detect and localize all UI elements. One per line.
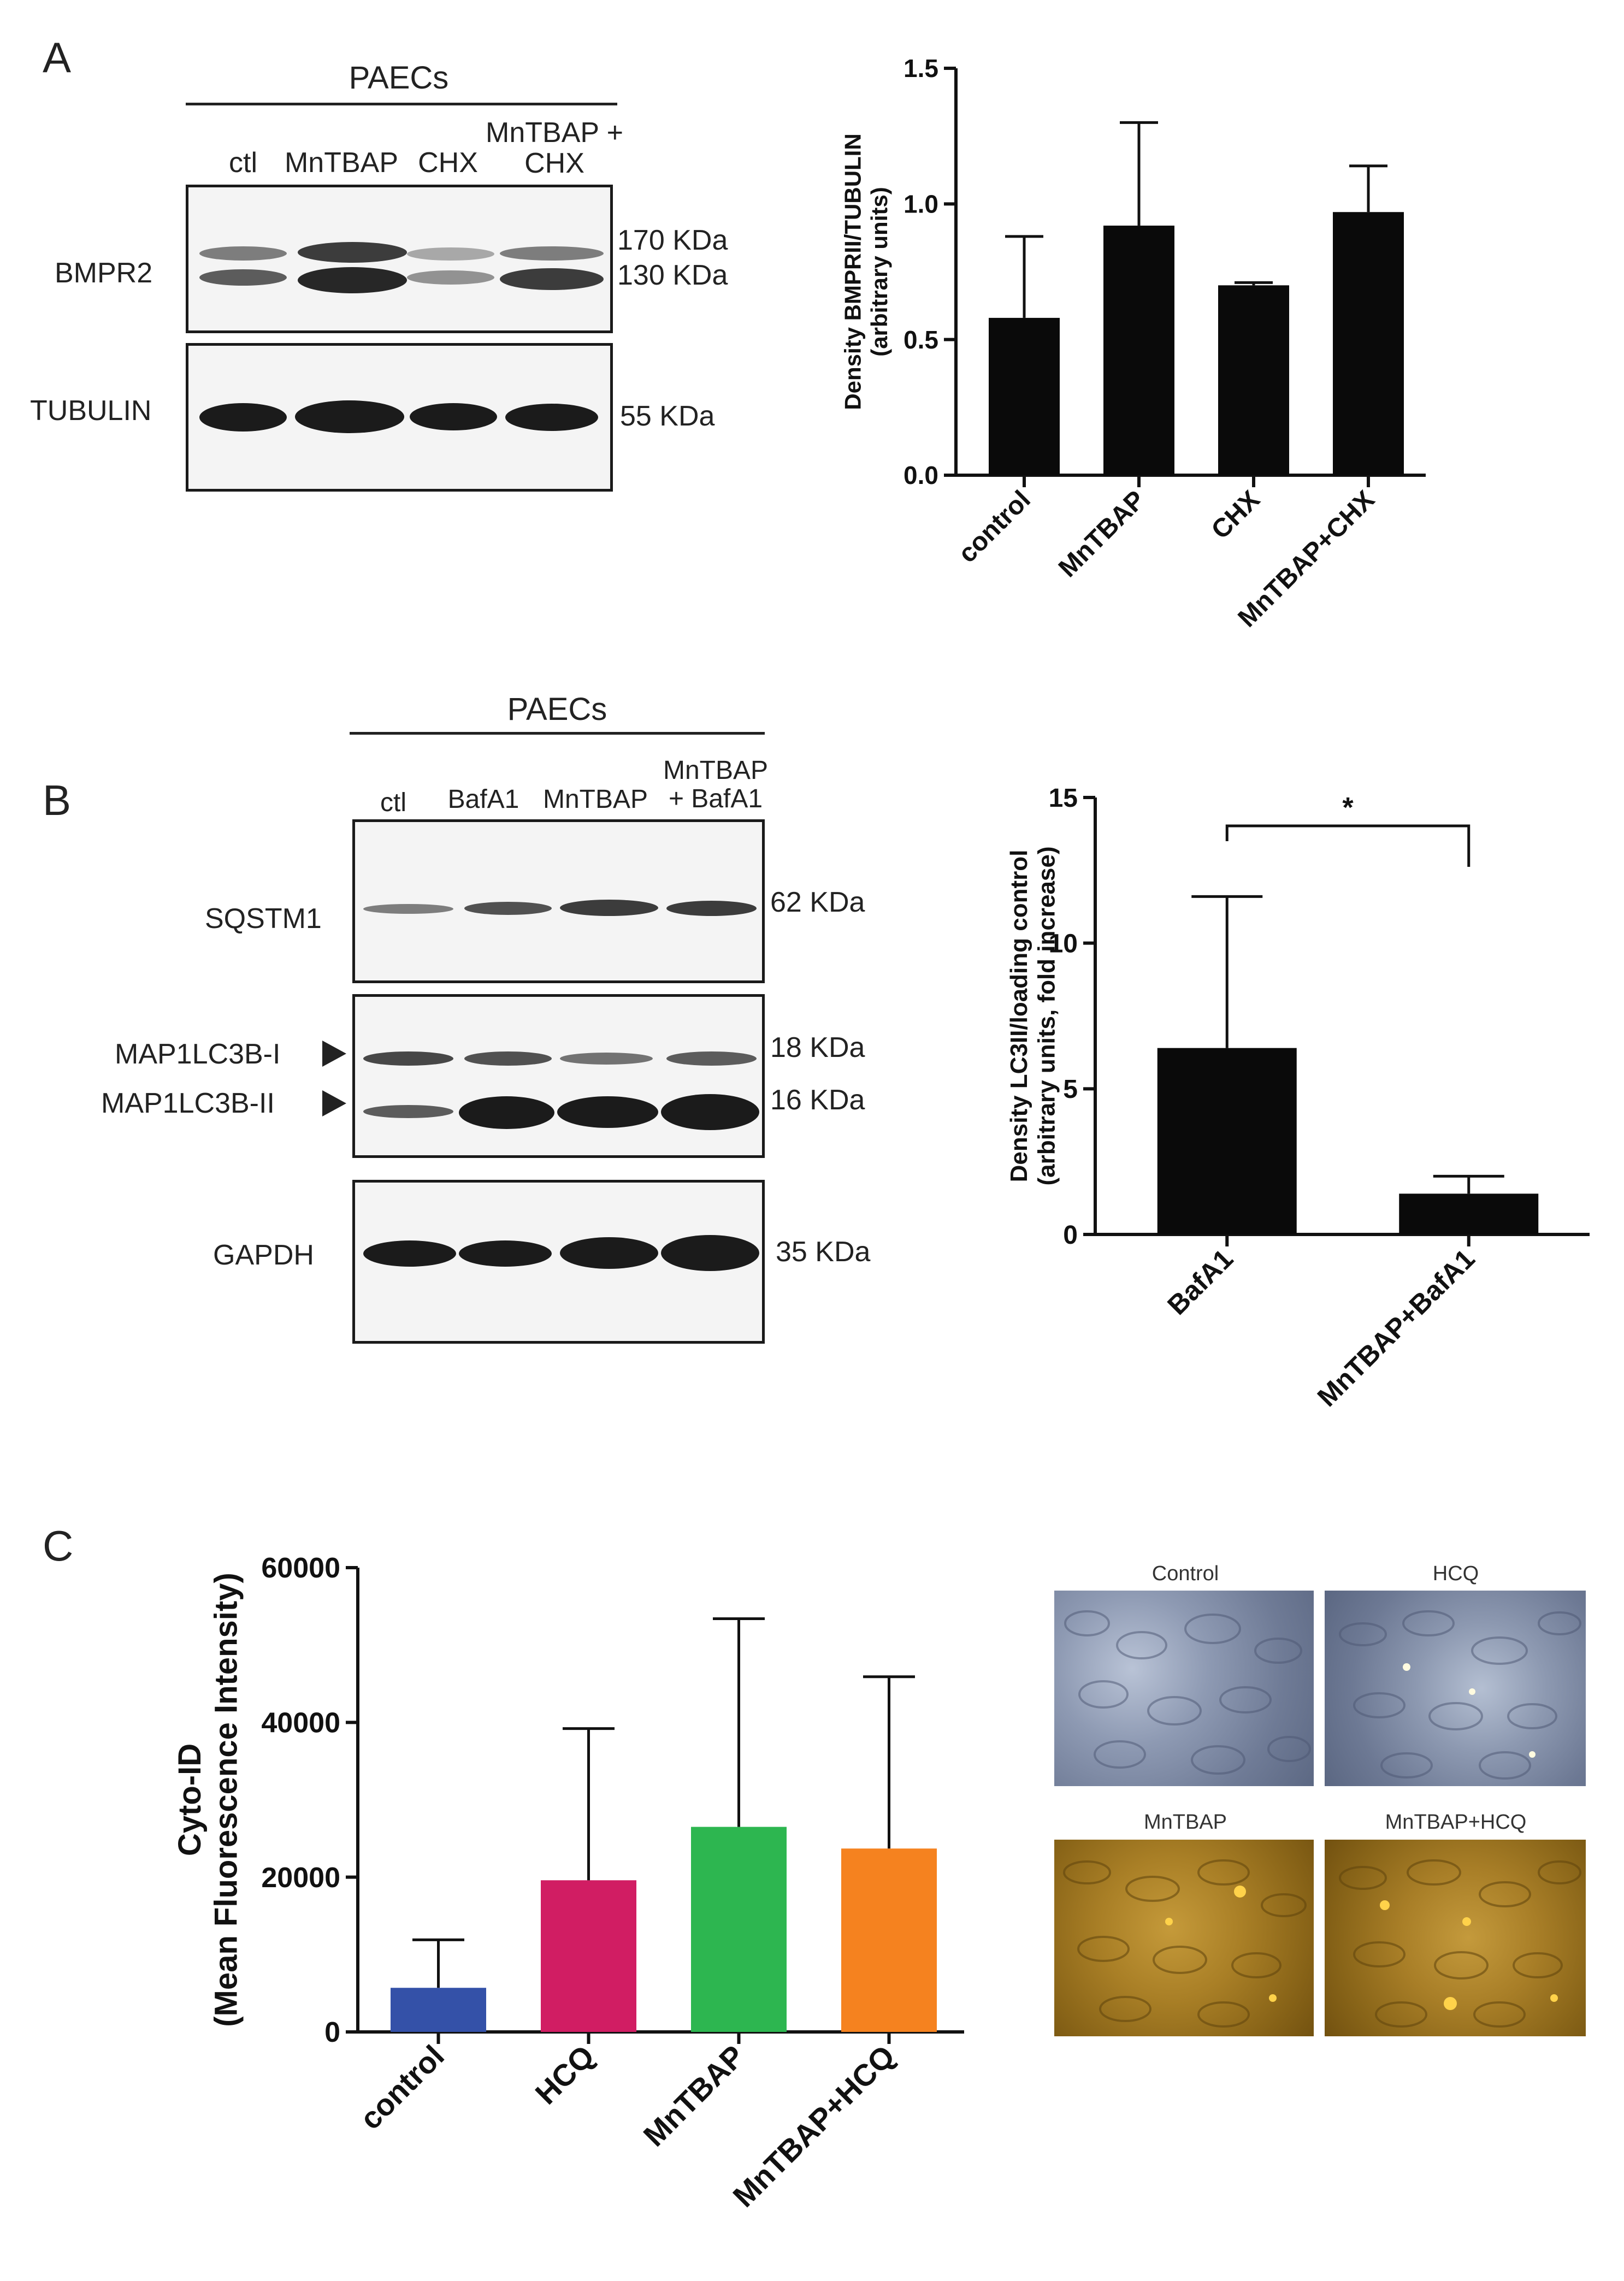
sqstm1-size: 62 KDa [770, 887, 865, 918]
bmpr2-label: BMPR2 [55, 257, 153, 289]
panel-a-lane-1: ctl [229, 147, 257, 179]
bar-control [989, 317, 1060, 475]
x-tick-label: HCQ [528, 2038, 601, 2111]
tubulin-blot [186, 343, 613, 492]
bar-mntbap [1103, 226, 1174, 475]
x-tick-label: MnTBAP [636, 2038, 751, 2153]
x-tick-label: MnTBAP+BafA1 [1312, 1243, 1481, 1413]
lc3b-ii-size: 16 KDa [770, 1084, 865, 1116]
y-tick-label: 5 [1063, 1075, 1078, 1104]
bar-mntbap [691, 1827, 787, 2032]
lc3b-i-arrow-icon [322, 1041, 346, 1067]
y-tick-label: 1.0 [903, 190, 938, 218]
bar-control [391, 1988, 486, 2032]
bar-bafa1 [1157, 1048, 1297, 1234]
panel-a-letter: A [43, 33, 72, 81]
y-axis-label-line: Cyto-ID [172, 1744, 208, 1856]
significance-star: * [1342, 792, 1354, 824]
gapdh-blot [352, 1180, 765, 1344]
micro-title-control: Control [1151, 1562, 1219, 1585]
micrograph-control [1054, 1591, 1314, 1786]
y-tick-label: 1.5 [903, 54, 938, 82]
lc3b-i-size: 18 KDa [770, 1032, 865, 1063]
y-axis-label-line: Density BMPRII/TUBULIN [840, 133, 866, 410]
chart-c: 0 20000 40000 60000 Cyto-ID (Mean Fluorescenc… [172, 1552, 964, 2214]
lc3b-i-label: MAP1LC3B-I [115, 1038, 281, 1070]
x-tick-label: BafA1 [1161, 1243, 1239, 1321]
x-tick-label: control [953, 485, 1036, 568]
panel-a-lane-2: MnTBAP [284, 147, 399, 179]
tubulin-size: 55 KDa [620, 400, 715, 432]
panel-a-group-rule [186, 103, 617, 105]
y-axis-label-line: (arbitrary units, fold increase) [1034, 846, 1060, 1185]
panel-a-lane-4: MnTBAP + CHX [486, 117, 623, 180]
panel-b-lane-3: MnTBAP [542, 785, 648, 814]
panel-a-lane-3: CHX [418, 147, 478, 179]
gapdh-size: 35 KDa [776, 1236, 871, 1268]
y-axis-label-line: (arbitrary units) [866, 187, 892, 356]
y-tick-label: 0 [1063, 1221, 1078, 1250]
y-tick-label: 0.5 [903, 326, 938, 354]
bmpr2-size-130: 130 KDa [617, 259, 728, 291]
y-tick-label: 60000 [261, 1552, 340, 1584]
micro-title-hcq: HCQ [1432, 1562, 1479, 1585]
bmpr2-blot [186, 185, 613, 333]
tubulin-label: TUBULIN [30, 395, 152, 427]
y-axis-label-line: (Mean Fluorescence Intensity) [209, 1573, 244, 2027]
bar-mntbap-bafa1 [1399, 1193, 1539, 1234]
bar-chx [1218, 285, 1289, 475]
micrograph-mntbap-hcq [1325, 1840, 1586, 2036]
micro-title-mntbap: MnTBAP [1143, 1811, 1227, 1834]
lc3b-ii-arrow-icon [322, 1090, 346, 1116]
y-axis-label-line: Density LC3II/loading control [1006, 850, 1032, 1183]
gapdh-label: GAPDH [213, 1239, 314, 1271]
x-tick-label: MnTBAP+HCQ [726, 2038, 901, 2214]
sqstm1-blot [352, 819, 765, 983]
significance-bracket [1225, 824, 1471, 867]
y-axis-label: Density BMPRII/TUBULIN (arbitrary units) [840, 133, 892, 410]
panel-b-lane-2: BafA1 [447, 785, 519, 814]
lc3b-blot [352, 994, 765, 1158]
panel-a-group-label: PAECs [349, 60, 449, 96]
y-tick-label: 20000 [261, 1862, 340, 1894]
panel-c-letter: C [43, 1522, 74, 1570]
panel-b-lane-1: ctl [380, 788, 406, 817]
micrograph-hcq [1325, 1591, 1586, 1786]
y-tick-label: 15 [1049, 784, 1078, 813]
bar-hcq [541, 1880, 636, 2032]
bar-mntbap-chx [1333, 212, 1404, 475]
y-axis-label: Density LC3II/loading control (arbitrary … [1006, 846, 1060, 1185]
panel-b-group-rule [350, 732, 765, 735]
x-tick-label: control [353, 2038, 451, 2136]
panel-b-lane-4: MnTBAP + BafA1 [663, 756, 769, 813]
micro-title-mntbap-hcq: MnTBAP+HCQ [1385, 1811, 1527, 1834]
bmpr2-size-170: 170 KDa [617, 224, 728, 256]
panel-b-letter: B [43, 776, 72, 824]
x-tick-label: CHX [1206, 485, 1266, 545]
chart-b: 0 5 10 15 Density LC3II/loading control (arbi… [1006, 784, 1590, 1413]
y-tick-label: 0.0 [903, 461, 938, 489]
y-tick-label: 10 [1049, 929, 1078, 958]
panel-b-group-label: PAECs [507, 692, 607, 727]
chart-a: 0.0 0.5 1.0 1.5 Density BMPRII/TUBULIN (arbit… [840, 54, 1426, 633]
sqstm1-label: SQSTM1 [205, 903, 322, 935]
micrograph-mntbap [1054, 1840, 1314, 2036]
y-tick-label: 40000 [261, 1707, 340, 1739]
bar-mntbap-hcq [841, 1848, 937, 2032]
y-tick-label: 0 [324, 2017, 340, 2048]
lc3b-ii-label: MAP1LC3B-II [101, 1088, 275, 1119]
y-axis-label: Cyto-ID (Mean Fluorescence Intensity) [172, 1573, 244, 2027]
x-tick-label: MnTBAP [1053, 485, 1151, 583]
